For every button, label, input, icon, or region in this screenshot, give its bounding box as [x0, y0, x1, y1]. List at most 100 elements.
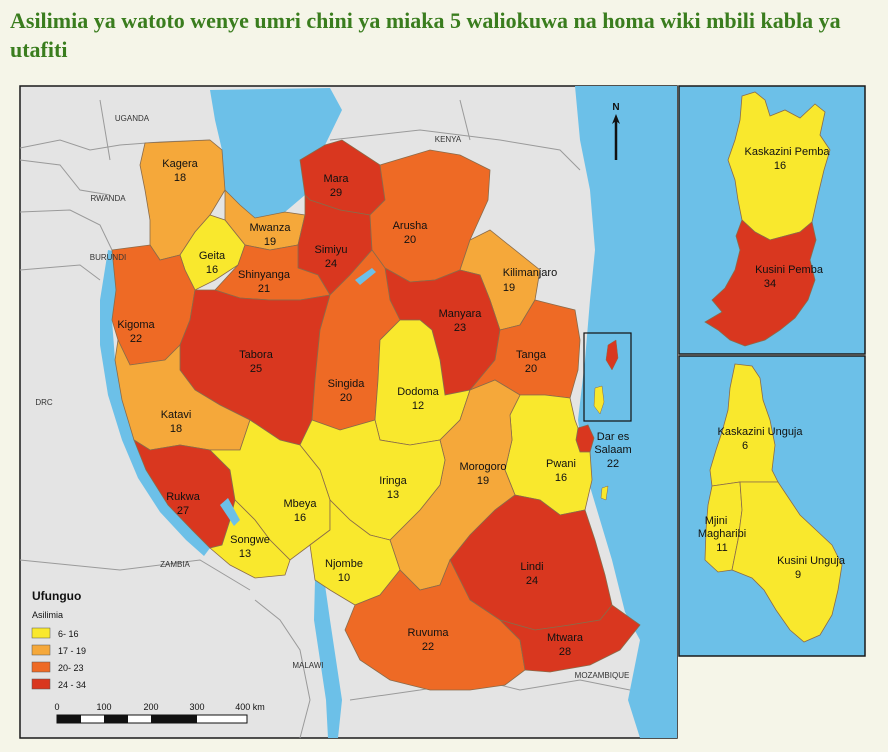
- label-manyara: Manyara: [439, 308, 483, 320]
- lake-tanganyika: [100, 250, 210, 556]
- scale-tick-200: 200: [143, 702, 158, 712]
- label-kaskazini-pemba: Kaskazini Pemba: [745, 146, 831, 158]
- legend-label-1: 6- 16: [58, 629, 79, 639]
- north-arrow: N: [612, 102, 620, 160]
- value-pwani: 16: [555, 472, 567, 484]
- scale-tick-400: 400 km: [235, 702, 265, 712]
- label-njombe: Njombe: [325, 558, 363, 570]
- regions: [111, 139, 641, 691]
- label-mjini-1: Mjini: [705, 515, 728, 527]
- legend: Ufunguo Asilimia 6- 16 17 - 19 20- 23 24…: [31, 589, 86, 690]
- value-morogoro: 19: [477, 475, 489, 487]
- country-label-mozambique: MOZAMBIQUE: [575, 671, 630, 680]
- legend-label-4: 24 - 34: [58, 680, 86, 690]
- value-kagera: 18: [174, 172, 186, 184]
- label-lindi: Lindi: [520, 561, 543, 573]
- label-mbeya: Mbeya: [283, 498, 317, 510]
- value-kaskazini-pemba: 16: [774, 160, 786, 172]
- label-kusini-pemba: Kusini Pemba: [755, 264, 824, 276]
- value-tabora: 25: [250, 363, 262, 375]
- region-labels: Kagera 18 Mara 29 Mwanza 19 Geita 16 Sim…: [117, 158, 631, 658]
- value-shinyanga: 21: [258, 283, 270, 295]
- value-kigoma: 22: [130, 333, 142, 345]
- scale-tick-300: 300: [189, 702, 204, 712]
- mafia-island-mini: [600, 485, 609, 501]
- label-kusini-unguja: Kusini Unguja: [777, 555, 846, 567]
- map-title: Asilimia ya watoto wenye umri chini ya m…: [10, 8, 841, 62]
- legend-label-3: 20- 23: [58, 663, 84, 673]
- label-mwanza: Mwanza: [250, 222, 292, 234]
- value-singida: 20: [340, 392, 352, 404]
- value-katavi: 18: [170, 423, 182, 435]
- country-label-zambia: ZAMBIA: [160, 560, 190, 569]
- label-songwe: Songwe: [230, 534, 270, 546]
- label-simiyu: Simiyu: [314, 244, 347, 256]
- value-njombe: 10: [338, 572, 350, 584]
- value-kusini-pemba: 34: [764, 278, 776, 290]
- label-ruvuma: Ruvuma: [408, 627, 450, 639]
- pemba-island-mini: [605, 339, 619, 371]
- region-kaskazini-pemba[interactable]: [727, 91, 831, 241]
- country-label-uganda: UGANDA: [115, 114, 150, 123]
- region-njombe[interactable]: [309, 499, 401, 606]
- scale-bar: 0 100 200 300 400 km: [54, 702, 265, 724]
- value-arusha: 20: [404, 234, 416, 246]
- label-kaskazini-unguja: Kaskazini Unguja: [718, 426, 804, 438]
- label-rukwa: Rukwa: [166, 491, 201, 503]
- label-iringa: Iringa: [379, 475, 407, 487]
- scale-tick-0: 0: [54, 702, 59, 712]
- region-songwe[interactable]: [209, 499, 291, 579]
- label-dar-2: Salaam: [594, 444, 631, 456]
- label-mara: Mara: [323, 173, 349, 185]
- value-mara: 29: [330, 187, 342, 199]
- value-mbeya: 16: [294, 512, 306, 524]
- legend-label-2: 17 - 19: [58, 646, 86, 656]
- value-simiyu: 24: [325, 258, 337, 270]
- inset-locator-box: [583, 332, 632, 422]
- scale-tick-100: 100: [96, 702, 111, 712]
- label-morogoro: Morogoro: [459, 461, 506, 473]
- label-dodoma: Dodoma: [397, 386, 439, 398]
- label-katavi: Katavi: [161, 409, 192, 421]
- country-label-kenya: KENYA: [435, 135, 462, 144]
- legend-swatch-4: [31, 678, 51, 690]
- value-songwe: 13: [239, 548, 251, 560]
- legend-swatch-3: [31, 661, 51, 673]
- country-label-burundi: BURUNDI: [90, 253, 126, 262]
- value-geita: 16: [206, 264, 218, 276]
- label-shinyanga: Shinyanga: [238, 269, 291, 281]
- label-tanga: Tanga: [516, 349, 547, 361]
- label-tabora: Tabora: [239, 349, 274, 361]
- label-dar-1: Dar es: [597, 431, 630, 443]
- value-rukwa: 27: [177, 505, 189, 517]
- value-kusini-unguja: 9: [795, 569, 801, 581]
- legend-title: Ufunguo: [32, 589, 81, 603]
- value-manyara: 23: [454, 322, 466, 334]
- country-label-rwanda: RWANDA: [90, 194, 126, 203]
- label-mjini-2: Magharibi: [698, 528, 746, 540]
- value-tanga: 20: [525, 363, 537, 375]
- legend-subtitle: Asilimia: [32, 610, 63, 620]
- value-mwanza: 19: [264, 236, 276, 248]
- label-arusha: Arusha: [393, 220, 429, 232]
- legend-swatch-2: [31, 644, 51, 656]
- lake-malawi: [314, 580, 342, 738]
- country-label-malawi: MALAWI: [292, 661, 323, 670]
- region-kusini-unguja[interactable]: [731, 481, 843, 643]
- region-mtwara[interactable]: [498, 604, 641, 673]
- lake-rukwa: [220, 498, 240, 526]
- label-kagera: Kagera: [162, 158, 198, 170]
- label-kilimanjaro: Kilimanjaro: [503, 267, 557, 279]
- indian-ocean: [575, 86, 677, 738]
- unguja-island-mini: [593, 385, 605, 415]
- legend-swatch-1: [31, 627, 51, 639]
- region-kusini-pemba[interactable]: [704, 219, 817, 347]
- label-kigoma: Kigoma: [117, 319, 155, 331]
- value-kilimanjaro: 19: [503, 282, 515, 294]
- country-label-drc: DRC: [35, 398, 53, 407]
- label-pwani: Pwani: [546, 458, 576, 470]
- value-mtwara: 28: [559, 646, 571, 658]
- label-mtwara: Mtwara: [547, 632, 584, 644]
- value-lindi: 24: [526, 575, 538, 587]
